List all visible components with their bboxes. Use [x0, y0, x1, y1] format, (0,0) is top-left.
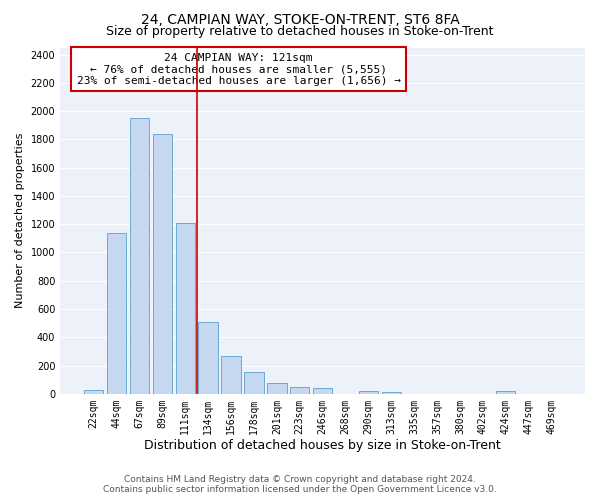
X-axis label: Distribution of detached houses by size in Stoke-on-Trent: Distribution of detached houses by size … — [144, 440, 501, 452]
Bar — [221, 356, 241, 394]
Bar — [382, 392, 401, 394]
Bar — [359, 390, 378, 394]
Text: Contains HM Land Registry data © Crown copyright and database right 2024.
Contai: Contains HM Land Registry data © Crown c… — [103, 474, 497, 494]
Text: 24, CAMPIAN WAY, STOKE-ON-TRENT, ST6 8FA: 24, CAMPIAN WAY, STOKE-ON-TRENT, ST6 8FA — [140, 12, 460, 26]
Bar — [176, 223, 195, 394]
Bar — [152, 134, 172, 394]
Bar — [290, 387, 310, 394]
Bar — [496, 391, 515, 394]
Bar — [107, 232, 127, 394]
Bar — [130, 118, 149, 394]
Text: Size of property relative to detached houses in Stoke-on-Trent: Size of property relative to detached ho… — [106, 25, 494, 38]
Text: 24 CAMPIAN WAY: 121sqm
← 76% of detached houses are smaller (5,555)
23% of semi-: 24 CAMPIAN WAY: 121sqm ← 76% of detached… — [77, 52, 401, 86]
Bar — [199, 322, 218, 394]
Y-axis label: Number of detached properties: Number of detached properties — [15, 133, 25, 308]
Bar — [267, 382, 287, 394]
Bar — [313, 388, 332, 394]
Bar — [84, 390, 103, 394]
Bar — [244, 372, 263, 394]
